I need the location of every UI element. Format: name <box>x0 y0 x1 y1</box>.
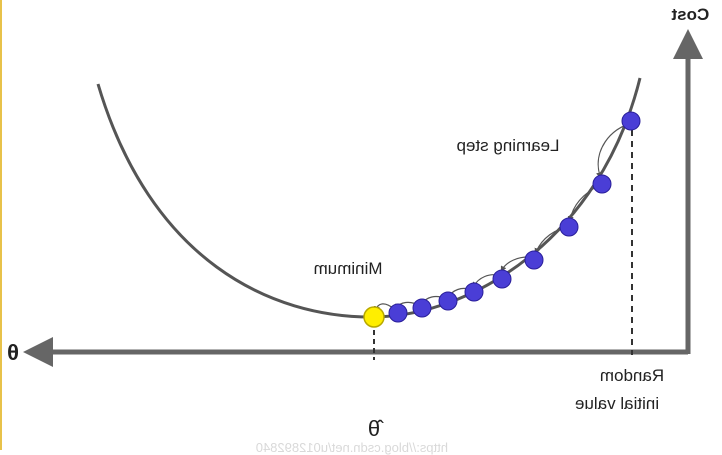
x-axis-label: θ <box>7 340 19 365</box>
learning-steps <box>363 111 641 328</box>
y-axis-label: Cost <box>671 5 709 24</box>
theta-hat-label: θ̂ <box>368 416 384 441</box>
step-ball <box>492 269 512 289</box>
step-ball <box>464 282 484 302</box>
left-edge-line <box>0 0 2 450</box>
step-ball <box>524 250 544 270</box>
step-ball <box>412 298 432 318</box>
step-ball <box>621 111 641 131</box>
step-ball <box>438 291 458 311</box>
step-ball <box>592 174 612 194</box>
step-ball <box>559 217 579 237</box>
minimum-ball <box>363 306 385 328</box>
watermark: https://blog.csdn.net/u012892840 <box>255 440 448 455</box>
cost-curve <box>96 77 642 319</box>
learning-step-label: Learning step <box>456 136 559 155</box>
random-initial-value-label-line1: Random <box>600 366 664 385</box>
random-initial-value-label-line2: initial value <box>575 394 659 413</box>
minimum-label: Minimum <box>314 259 383 278</box>
step-ball <box>388 303 408 323</box>
